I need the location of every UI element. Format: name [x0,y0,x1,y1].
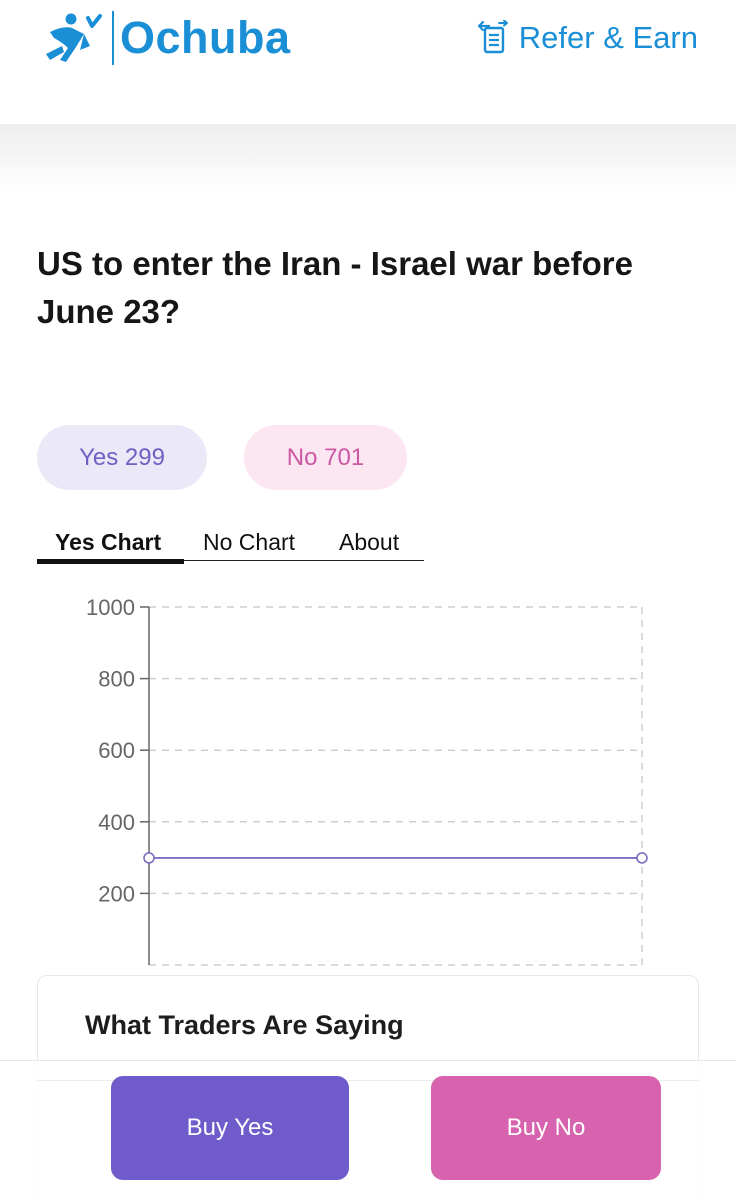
referral-icon [477,20,508,54]
y-tick-label: 600 [98,738,135,763]
tab-yes-chart[interactable]: Yes Chart [55,529,162,555]
tab-about[interactable]: About [339,529,400,555]
yes-price-chart: 1000 800 600 400 200 [86,595,648,966]
yes-outcome-pill[interactable]: Yes 299 [37,425,207,490]
brand-logo[interactable]: Ochuba [44,10,291,66]
active-tab-indicator [37,559,184,564]
y-tick-label: 200 [98,881,135,906]
data-point [143,852,155,864]
app-header: Ochuba Refer & Earn [0,0,736,124]
header-shadow [0,124,736,194]
buy-no-button[interactable]: Buy No [431,1076,661,1180]
refer-earn-link[interactable]: Refer & Earn [475,20,698,56]
no-outcome-pill[interactable]: No 701 [244,425,407,490]
refer-label: Refer & Earn [518,20,698,55]
buy-yes-button[interactable]: Buy Yes [111,1076,349,1180]
market-question: US to enter the Iran - Israel war before… [37,245,633,330]
chart-tabs: Yes Chart No Chart About [37,525,424,564]
logo-divider [112,11,114,65]
y-tick-label: 400 [98,810,135,835]
y-tick-label: 1000 [86,595,135,620]
data-point [636,852,648,864]
traders-title: What Traders Are Saying [85,1010,404,1040]
divider [37,1080,699,1081]
y-tick-label: 800 [98,667,135,692]
tab-no-chart[interactable]: No Chart [203,529,296,555]
brand-name: Ochuba [120,12,291,63]
runner-logo-icon [46,13,102,62]
